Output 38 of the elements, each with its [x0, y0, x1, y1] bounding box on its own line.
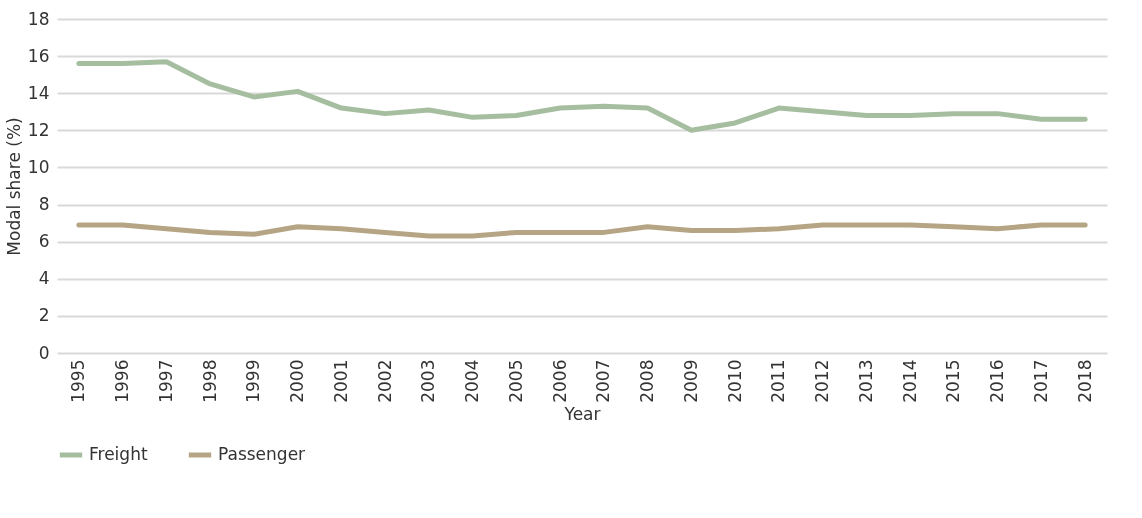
x-tick-label: 2002 [374, 359, 395, 403]
x-tick-label: 2000 [287, 359, 308, 403]
y-tick-label: 6 [38, 231, 50, 252]
legend-label: Freight [89, 444, 148, 464]
x-axis-title: Year [563, 403, 601, 424]
x-tick-label: 2008 [637, 359, 658, 403]
legend-label: Passenger [218, 444, 306, 464]
y-tick-label: 2 [38, 305, 50, 326]
y-tick-label: 16 [27, 45, 50, 66]
x-tick-label: 2013 [855, 359, 876, 403]
x-tick-label: 1996 [112, 359, 133, 403]
x-tick-label: 1997 [155, 359, 176, 403]
x-tick-label: 2016 [987, 359, 1008, 403]
x-tick-label: 2004 [462, 359, 483, 403]
x-tick-label: 2007 [593, 359, 614, 403]
x-tick-label: 2003 [418, 359, 439, 403]
x-tick-label: 2012 [812, 359, 833, 403]
y-tick-label: 4 [38, 268, 50, 289]
x-tick-label: 1998 [199, 359, 220, 403]
x-tick-label: 1995 [68, 359, 89, 403]
y-tick-label: 10 [27, 156, 50, 177]
y-tick-label: 0 [38, 342, 50, 363]
x-tick-label: 2009 [680, 359, 701, 403]
x-tick-label: 1999 [243, 359, 264, 403]
x-tick-label: 2001 [330, 359, 351, 403]
y-tick-label: 8 [38, 194, 50, 215]
x-tick-label: 2006 [549, 359, 570, 403]
y-tick-label: 12 [27, 119, 50, 140]
x-tick-label: 2005 [505, 359, 526, 403]
y-tick-label: 14 [27, 82, 50, 103]
x-tick-label: 2018 [1074, 359, 1095, 403]
y-tick-label: 18 [27, 8, 50, 29]
x-tick-label: 2015 [943, 359, 964, 403]
x-tick-label: 2014 [899, 359, 920, 403]
x-tick-label: 2010 [724, 359, 745, 403]
x-tick-label: 2017 [1030, 359, 1051, 403]
y-axis-title: Modal share (%) [3, 117, 24, 256]
x-tick-label: 2011 [768, 359, 789, 403]
